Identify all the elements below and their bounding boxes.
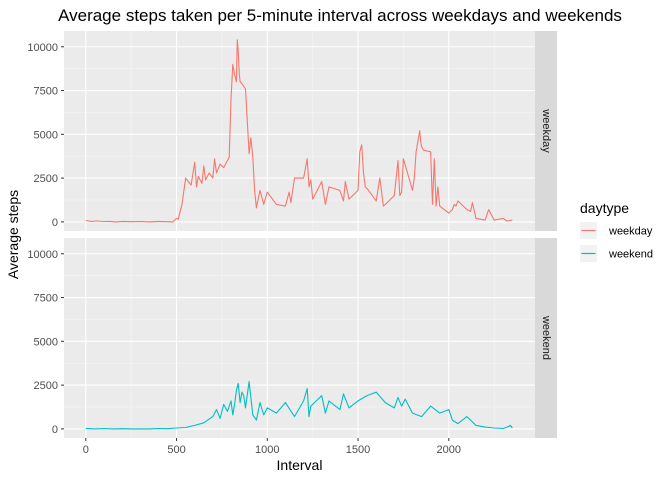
panel-weekend: weekend	[64, 238, 557, 438]
x-tick-label: 1500	[346, 444, 370, 456]
strip-weekday-label: weekday	[540, 108, 552, 153]
x-axis-title: Interval	[277, 457, 323, 473]
y-tick-label: 7500	[34, 86, 58, 98]
strip-weekday-background	[535, 31, 557, 231]
y-tick-label: 10000	[27, 249, 58, 261]
y-tick-label: 0	[52, 424, 58, 436]
series-line-weekday	[85, 39, 513, 223]
legend-title: daytype	[580, 200, 629, 216]
y-tick-label: 0	[52, 217, 58, 229]
panel-weekend-background	[64, 238, 535, 438]
y-axis-weekday: 0 2500 5000 7500 10000	[27, 42, 64, 229]
legend-items: weekday weekend	[580, 222, 653, 262]
x-axis: 0 500 1000 1500 2000	[83, 438, 461, 456]
strip-weekend-background	[535, 238, 557, 438]
legend-label-weekend: weekend	[608, 249, 653, 261]
legend-label-weekday: weekday	[608, 226, 653, 238]
y-axis-weekend: 0 2500 5000 7500 10000	[27, 249, 64, 436]
y-tick-label: 7500	[34, 293, 58, 305]
panel-weekend-data	[85, 381, 513, 430]
y-tick-label: 10000	[27, 42, 58, 54]
panel-weekday: weekday	[64, 31, 557, 231]
y-tick-label: 5000	[34, 336, 58, 348]
y-axis-title: Average steps	[5, 190, 21, 279]
x-tick-label: 500	[167, 444, 185, 456]
strip-weekend-label: weekend	[540, 315, 552, 360]
y-tick-label: 2500	[34, 173, 58, 185]
x-tick-label: 1000	[255, 444, 279, 456]
panel-weekday-grid	[64, 31, 535, 231]
chart-title: Average steps taken per 5-minute interva…	[58, 6, 622, 25]
legend: daytype weekday weekend	[580, 200, 653, 262]
series-line-weekend	[85, 381, 513, 430]
panel-weekday-data	[85, 39, 513, 223]
x-tick-label: 2000	[437, 444, 461, 456]
panel-weekday-background	[64, 31, 535, 231]
y-tick-label: 5000	[34, 129, 58, 141]
y-tick-label: 2500	[34, 380, 58, 392]
x-tick-label: 0	[83, 444, 89, 456]
